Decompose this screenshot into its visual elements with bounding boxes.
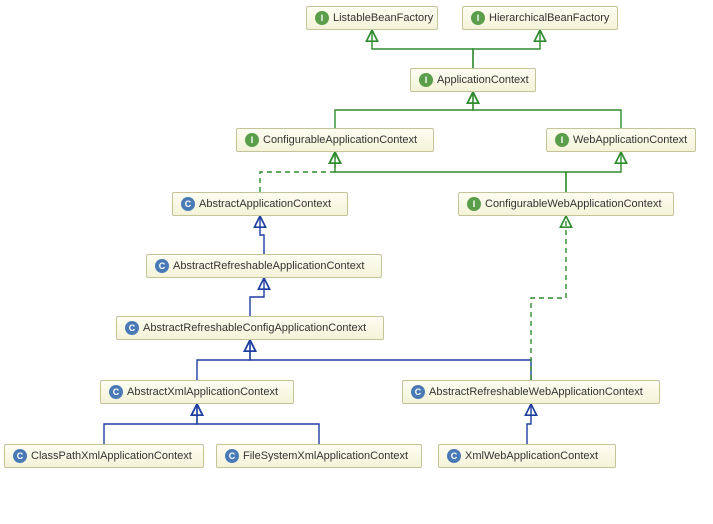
class-icon: C xyxy=(125,321,139,335)
edge-arwac-to-arcac xyxy=(250,340,531,380)
edge-cwac-to-cac xyxy=(335,152,566,192)
node-ac: I ApplicationContext xyxy=(410,68,536,92)
node-arcac: C AbstractRefreshableConfigApplicationCon… xyxy=(116,316,384,340)
class-icon: C xyxy=(181,197,195,211)
class-icon: C xyxy=(109,385,123,399)
class-icon: C xyxy=(447,449,461,463)
interface-icon: I xyxy=(467,197,481,211)
node-cac: I ConfigurableApplicationContext xyxy=(236,128,434,152)
edge-aac-to-cac xyxy=(260,152,335,192)
edge-arcac-to-arac xyxy=(250,278,264,316)
node-cwac: I ConfigurableWebApplicationContext xyxy=(458,192,674,216)
node-label: HierarchicalBeanFactory xyxy=(489,12,609,24)
node-hbf: I HierarchicalBeanFactory xyxy=(462,6,618,30)
node-label: AbstractApplicationContext xyxy=(199,198,331,210)
interface-icon: I xyxy=(245,133,259,147)
node-label: WebApplicationContext xyxy=(573,134,687,146)
edge-xwac-to-arwac xyxy=(527,404,531,444)
edge-cac-to-ac xyxy=(335,92,473,128)
class-icon: C xyxy=(411,385,425,399)
node-label: XmlWebApplicationContext xyxy=(465,450,598,462)
class-icon: C xyxy=(225,449,239,463)
edge-ac-to-lbf xyxy=(372,30,473,68)
interface-icon: I xyxy=(419,73,433,87)
node-label: AbstractXmlApplicationContext xyxy=(127,386,278,398)
node-label: ApplicationContext xyxy=(437,74,529,86)
edge-cwac-to-wac xyxy=(566,152,621,192)
edge-arac-to-aac xyxy=(260,216,264,254)
edge-fxac-to-axac xyxy=(197,404,319,444)
node-label: ListableBeanFactory xyxy=(333,12,433,24)
node-fxac: C FileSystemXmlApplicationContext xyxy=(216,444,422,468)
interface-icon: I xyxy=(315,11,329,25)
edge-axac-to-arcac xyxy=(197,340,250,380)
class-icon: C xyxy=(13,449,27,463)
node-axac: C AbstractXmlApplicationContext xyxy=(100,380,294,404)
node-label: FileSystemXmlApplicationContext xyxy=(243,450,408,462)
node-arac: C AbstractRefreshableApplicationContext xyxy=(146,254,382,278)
edge-ac-to-hbf xyxy=(473,30,540,68)
node-label: AbstractRefreshableApplicationContext xyxy=(173,260,364,272)
node-label: AbstractRefreshableWebApplicationContext xyxy=(429,386,643,398)
node-label: ClassPathXmlApplicationContext xyxy=(31,450,192,462)
node-label: ConfigurableWebApplicationContext xyxy=(485,198,662,210)
node-xwac: C XmlWebApplicationContext xyxy=(438,444,616,468)
edge-cxac-to-axac xyxy=(104,404,197,444)
class-icon: C xyxy=(155,259,169,273)
interface-icon: I xyxy=(555,133,569,147)
node-lbf: I ListableBeanFactory xyxy=(306,6,438,30)
node-wac: I WebApplicationContext xyxy=(546,128,696,152)
node-label: AbstractRefreshableConfigApplicationCont… xyxy=(143,322,366,334)
node-label: ConfigurableApplicationContext xyxy=(263,134,417,146)
node-cxac: C ClassPathXmlApplicationContext xyxy=(4,444,204,468)
interface-icon: I xyxy=(471,11,485,25)
node-aac: C AbstractApplicationContext xyxy=(172,192,348,216)
edge-wac-to-ac xyxy=(473,92,621,128)
node-arwac: C AbstractRefreshableWebApplicationContex… xyxy=(402,380,660,404)
edge-arwac-to-cwac xyxy=(531,216,566,380)
